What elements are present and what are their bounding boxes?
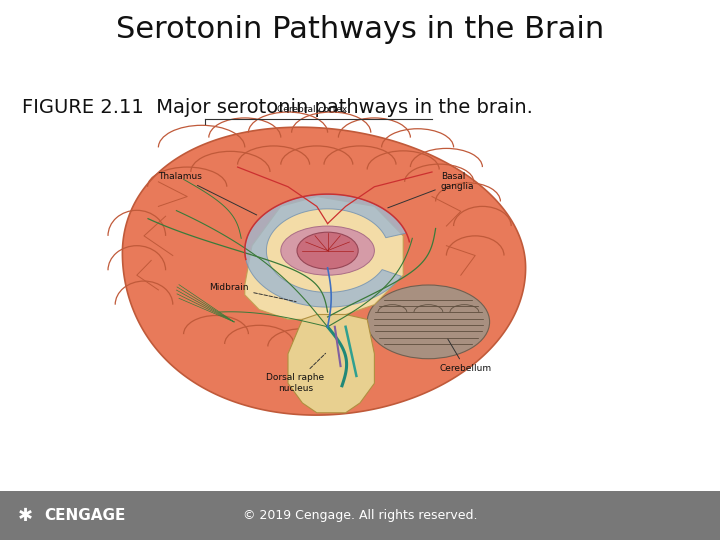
- Polygon shape: [288, 314, 374, 413]
- Text: FIGURE 2.11  Major serotonin pathways in the brain.: FIGURE 2.11 Major serotonin pathways in …: [22, 98, 533, 117]
- Polygon shape: [122, 127, 526, 415]
- Ellipse shape: [367, 285, 490, 359]
- Polygon shape: [245, 197, 403, 320]
- Ellipse shape: [297, 232, 359, 269]
- Text: ✱: ✱: [18, 507, 33, 525]
- Text: Serotonin Pathways in the Brain: Serotonin Pathways in the Brain: [116, 15, 604, 44]
- Text: Dorsal raphe
nucleus: Dorsal raphe nucleus: [266, 353, 325, 393]
- Text: CENGAGE: CENGAGE: [45, 508, 126, 523]
- Text: © 2019 Cengage. All rights reserved.: © 2019 Cengage. All rights reserved.: [243, 509, 477, 522]
- Text: Basal
ganglia: Basal ganglia: [388, 172, 474, 208]
- Text: Midbrain: Midbrain: [209, 283, 296, 302]
- Ellipse shape: [281, 226, 374, 275]
- Text: Thalamus: Thalamus: [158, 172, 257, 215]
- Text: Cerebellum: Cerebellum: [439, 339, 491, 373]
- Text: Cerebral cortex: Cerebral cortex: [277, 105, 348, 114]
- Polygon shape: [245, 194, 406, 307]
